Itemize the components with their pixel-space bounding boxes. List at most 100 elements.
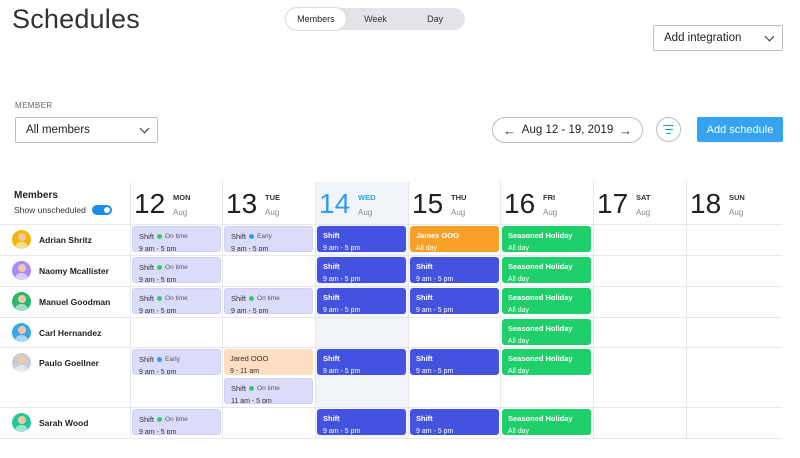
member-row-header[interactable]: Manuel Goodman xyxy=(12,291,110,312)
grid-column-divider xyxy=(315,182,316,438)
block-title: Shift xyxy=(139,294,155,303)
schedule-block-lav[interactable]: Shift On time 9 am - 5 pm xyxy=(132,409,221,435)
grid-column-divider xyxy=(222,182,223,438)
block-time: All day xyxy=(508,276,530,283)
schedule-block-green[interactable]: Seasoned Holiday All day xyxy=(502,319,591,345)
block-title: Seasoned Holiday xyxy=(508,231,573,240)
tab-week[interactable]: Week xyxy=(364,14,387,24)
schedule-block-green[interactable]: Seasoned Holiday All day xyxy=(502,257,591,283)
member-name: Manuel Goodman xyxy=(39,296,111,307)
block-title: Shift xyxy=(231,384,247,393)
schedule-block-blue[interactable]: Shift 9 am - 5 pm xyxy=(317,288,406,314)
member-name: Sarah Wood xyxy=(39,417,89,428)
add-integration-select[interactable]: Add integration xyxy=(653,25,783,51)
schedule-block-blue[interactable]: Shift 9 am - 5 pm xyxy=(410,257,499,283)
block-time: All day xyxy=(416,245,438,252)
schedule-block-blue[interactable]: Shift 9 am - 5 pm xyxy=(317,257,406,283)
grid-row-divider xyxy=(0,317,782,318)
schedule-block-blue[interactable]: Shift 9 am - 5 pm xyxy=(410,349,499,375)
member-row-header[interactable]: Sarah Wood xyxy=(12,412,88,433)
members-heading: Members xyxy=(14,190,58,201)
block-status: Early xyxy=(165,356,180,363)
member-row-header[interactable]: Paulo Goellner xyxy=(12,352,99,373)
member-select[interactable]: All members xyxy=(15,117,158,143)
day-month: Aug xyxy=(636,208,651,217)
schedule-block-lav[interactable]: Shift On time 9 am - 5 pm xyxy=(224,288,313,314)
block-time: 9 am - 5 pm xyxy=(139,277,177,283)
block-status: On time xyxy=(165,233,188,240)
day-number: 17 xyxy=(597,188,629,219)
arrow-right-icon[interactable]: → xyxy=(619,122,632,138)
schedule-block-blue[interactable]: Shift 9 am - 5 pm xyxy=(410,409,499,435)
tab-day[interactable]: Day xyxy=(427,14,444,24)
block-title: Shift xyxy=(323,414,340,423)
block-time: 9 am - 5 pm xyxy=(139,308,177,314)
avatar xyxy=(12,292,31,311)
block-status: On time xyxy=(165,295,188,302)
block-title: Shift xyxy=(416,262,433,271)
block-title: Shift xyxy=(231,294,247,303)
schedule-block-blue[interactable]: Shift 9 am - 5 pm xyxy=(317,226,406,252)
schedule-block-lav[interactable]: Shift Early 9 am - 5 pm xyxy=(132,349,221,375)
schedule-block-lav[interactable]: Shift On time 11 am - 5 pm xyxy=(224,378,313,404)
grid-column-divider xyxy=(500,182,501,438)
block-title: Shift xyxy=(416,414,433,423)
avatar xyxy=(12,323,31,342)
view-switcher: Members Week Day xyxy=(286,8,465,30)
schedule-block-green[interactable]: Seasoned Holiday All day xyxy=(502,226,591,252)
schedule-block-lav[interactable]: Shift Early 9 am - 5 pm xyxy=(224,226,313,252)
block-title: Shift xyxy=(139,232,155,241)
member-row-header[interactable]: Adrian Shritz xyxy=(12,229,92,250)
block-title: Jared OOO xyxy=(230,354,269,363)
show-unscheduled-toggle[interactable] xyxy=(91,205,112,215)
block-title: Seasoned Holiday xyxy=(508,414,573,423)
block-time: All day xyxy=(508,368,530,375)
block-time: All day xyxy=(508,428,530,435)
day-number: 16 xyxy=(504,188,536,219)
status-dot-icon xyxy=(249,234,255,239)
schedule-block-green[interactable]: Seasoned Holiday All day xyxy=(502,349,591,375)
arrow-left-icon[interactable]: ← xyxy=(503,122,516,138)
day-number: 18 xyxy=(690,188,722,219)
day-name: SAT xyxy=(636,193,651,202)
day-month: Aug xyxy=(173,208,188,217)
grid-row-divider xyxy=(0,347,782,348)
day-header: 18 SUN Aug xyxy=(686,182,778,224)
schedule-block-blue[interactable]: Shift 9 am - 5 pm xyxy=(410,288,499,314)
block-time: 9 am - 5 pm xyxy=(416,428,454,435)
block-status: Early xyxy=(257,233,272,240)
block-time: 9 am - 5 pm xyxy=(323,245,361,252)
block-title: Shift xyxy=(139,263,155,272)
block-title: Shift xyxy=(139,355,155,364)
block-title: Shift xyxy=(323,262,340,271)
page-title: Schedules xyxy=(12,4,140,34)
schedule-block-lav[interactable]: Shift On time 9 am - 5 pm xyxy=(132,257,221,283)
member-row-header[interactable]: Carl Hernandez xyxy=(12,322,101,343)
schedule-block-lav[interactable]: Shift On time 9 am - 5 pm xyxy=(132,288,221,314)
schedule-block-orange[interactable]: James OOO All day xyxy=(410,226,499,252)
day-month: Aug xyxy=(729,208,744,217)
status-dot-icon xyxy=(157,234,163,239)
filter-lines-icon xyxy=(666,132,671,135)
day-name: TUE xyxy=(265,193,280,202)
schedule-block-lav[interactable]: Shift On time 9 am - 5 pm xyxy=(132,226,221,252)
block-status: On time xyxy=(257,295,280,302)
tab-members[interactable]: Members xyxy=(286,8,346,30)
date-range-navigator: ← Aug 12 - 19, 2019 → xyxy=(492,117,643,143)
date-range-label: Aug 12 - 19, 2019 xyxy=(521,124,614,136)
member-row-header[interactable]: Naomy Mcallister xyxy=(12,260,109,281)
block-time: 9 am - 5 pm xyxy=(416,307,454,314)
status-dot-icon xyxy=(157,357,163,362)
schedule-block-green[interactable]: Seasoned Holiday All day xyxy=(502,409,591,435)
block-time: 9 am - 5 pm xyxy=(139,369,177,375)
show-unscheduled-label: Show unscheduled xyxy=(14,205,86,215)
schedule-block-blue[interactable]: Shift 9 am - 5 pm xyxy=(317,349,406,375)
schedule-block-blue[interactable]: Shift 9 am - 5 pm xyxy=(317,409,406,435)
avatar xyxy=(12,353,31,372)
filter-button[interactable] xyxy=(656,117,681,142)
add-schedule-button[interactable]: Add schedule xyxy=(697,117,783,142)
day-number: 15 xyxy=(412,188,444,219)
schedule-block-green[interactable]: Seasoned Holiday All day xyxy=(502,288,591,314)
grid-row-divider xyxy=(0,224,782,225)
schedule-block-peach[interactable]: Jared OOO 9 - 11 am xyxy=(224,349,313,375)
